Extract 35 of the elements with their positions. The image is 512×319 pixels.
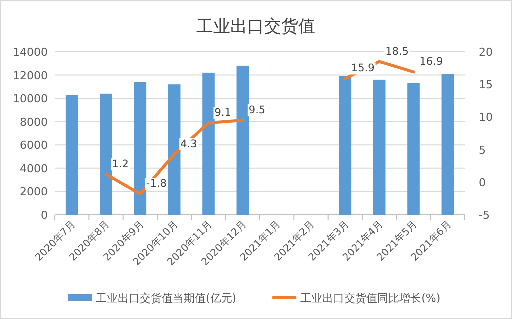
data-label: 4.3: [180, 138, 198, 150]
y2-tick-label: -5: [479, 209, 490, 222]
bar: [134, 82, 147, 215]
data-label: 1.2: [112, 158, 129, 171]
y-tick-label: 2000: [20, 186, 48, 199]
data-label: 15.9: [351, 62, 375, 75]
bar: [373, 80, 386, 215]
bar: [66, 95, 78, 215]
bar: [236, 66, 250, 215]
data-label: 9.1: [214, 107, 232, 120]
y-tick-label: 10000: [13, 92, 48, 106]
legend-label: 工业出口交货值同比增长(%): [300, 292, 441, 305]
data-label: 16.9: [420, 56, 444, 68]
data-label: 9.5: [248, 104, 266, 116]
y-tick-label: 8000: [20, 116, 48, 129]
bar: [442, 74, 454, 215]
y2-tick-label: 5: [479, 144, 486, 157]
y-tick-label: 6000: [20, 139, 48, 152]
y2-tick-label: 0: [479, 176, 486, 190]
data-label: -1.8: [146, 178, 167, 190]
y2-tick-label: 15: [479, 78, 493, 92]
y-tick-label: 12000: [13, 69, 48, 82]
bar: [202, 72, 215, 215]
y2-tick-label: 20: [479, 46, 493, 59]
bar: [100, 94, 112, 215]
bar: [408, 83, 420, 215]
bar: [168, 84, 181, 215]
y-tick-label: 14000: [13, 46, 48, 59]
chart-title: 工业出口交货值: [196, 17, 316, 37]
y-tick-label: 0: [41, 209, 48, 222]
bar: [339, 76, 352, 215]
data-label: 18.5: [386, 46, 409, 58]
y-tick-label: 4000: [20, 162, 48, 176]
legend-label: 工业出口交货值当期值(亿元): [96, 292, 237, 305]
y2-tick-label: 10: [479, 111, 493, 124]
